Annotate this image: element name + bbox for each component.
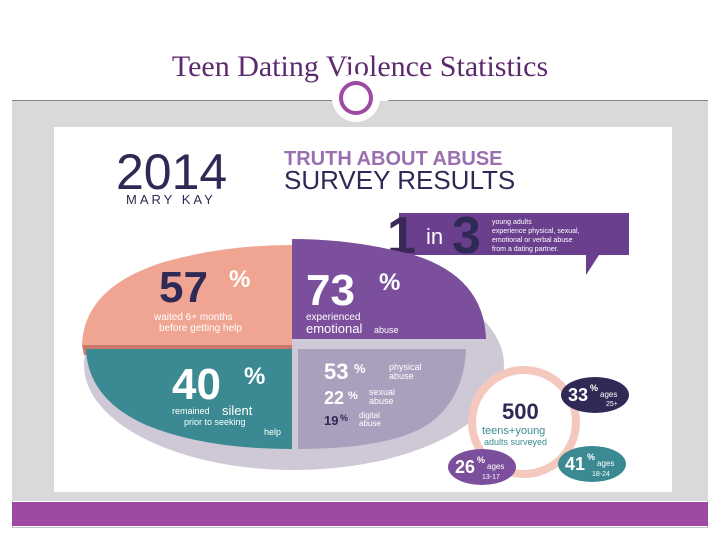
year-text: 2014	[116, 144, 227, 200]
callout-text-1: young adults	[492, 219, 532, 226]
survey-ring	[468, 366, 580, 478]
slice-breakdown	[298, 349, 466, 449]
footer-bar	[12, 502, 708, 526]
age-41-value: 41	[565, 454, 585, 474]
title-rule-left	[12, 100, 334, 101]
survey-line2: adults surveyed	[484, 437, 547, 447]
slice-40	[86, 349, 292, 449]
callout-text-3: emotional or verbal abuse	[492, 237, 573, 244]
stat-73-line2b: abuse	[374, 325, 399, 335]
age-26-unit: %	[477, 455, 485, 465]
stat-73-line2a: emotional	[306, 321, 362, 336]
callout-bubble	[399, 213, 629, 275]
age-26-value: 26	[455, 457, 475, 477]
stat-22-line1: sexual	[369, 387, 395, 397]
stat-57-line2: before getting help	[159, 323, 242, 334]
age-33-badge	[561, 377, 629, 413]
age-26-label: ages	[487, 462, 504, 471]
stat-53-value: 53	[324, 359, 348, 384]
callout-prefix: in	[426, 224, 443, 249]
headline-line1: TRUTH ABOUT ABUSE	[284, 148, 503, 170]
stat-73-value: 73	[306, 266, 355, 315]
age-41-label: ages	[597, 459, 614, 468]
age-26-range: 13-17	[482, 474, 500, 481]
stat-19-line2: abuse	[359, 419, 381, 428]
callout-text-2: experience physical, sexual,	[492, 228, 580, 235]
stat-53-unit: %	[354, 361, 366, 376]
age-41-range: 18-24	[592, 471, 610, 478]
age-41-badge	[558, 446, 626, 482]
stat-22-unit: %	[348, 390, 358, 402]
stat-40-unit: %	[244, 363, 265, 390]
age-26-badge	[448, 449, 516, 485]
stat-40-line3: help	[264, 427, 281, 437]
stat-57-line1: waited 6+ months	[153, 312, 233, 323]
stat-40-value: 40	[172, 360, 221, 409]
infographic-image: 2014 MARY KAY TRUTH ABOUT ABUSE SURVEY R…	[54, 127, 672, 492]
stat-19-value: 19	[324, 413, 338, 428]
age-33-unit: %	[590, 383, 598, 393]
age-33-value: 33	[568, 385, 588, 405]
stat-53-line2: abuse	[389, 371, 414, 381]
infographic-canvas: 2014 MARY KAY TRUTH ABOUT ABUSE SURVEY R…	[82, 144, 629, 485]
callout-text-4: from a dating partner.	[492, 246, 559, 253]
stat-19-line1: digital	[359, 411, 380, 420]
survey-count: 500	[502, 399, 539, 424]
title-rule-right	[388, 100, 708, 101]
stat-19-unit: %	[340, 413, 348, 423]
callout-number: 3	[452, 207, 481, 265]
stat-22-line2: abuse	[369, 396, 394, 406]
stat-73-line1: experienced	[306, 312, 360, 323]
decorative-ring-icon	[339, 81, 373, 115]
stat-57-value: 57	[159, 263, 208, 312]
slice-57	[82, 245, 292, 345]
age-33-label: ages	[600, 390, 617, 399]
slice-73	[292, 239, 486, 339]
survey-line1: teens+young	[482, 425, 545, 437]
stat-40-line1b: silent	[222, 403, 253, 418]
age-33-range: 25+	[606, 401, 618, 408]
headline-line2: SURVEY RESULTS	[284, 165, 515, 195]
stat-40-line2: prior to seeking	[184, 417, 246, 427]
stat-53-line1: physical	[389, 362, 422, 372]
brand-text: MARY KAY	[126, 192, 216, 207]
age-41-unit: %	[587, 452, 595, 462]
stat-40-line1a: remained	[172, 406, 210, 416]
stat-57-unit: %	[229, 266, 250, 293]
stat-22-value: 22	[324, 388, 344, 408]
stat-73-unit: %	[379, 269, 400, 296]
